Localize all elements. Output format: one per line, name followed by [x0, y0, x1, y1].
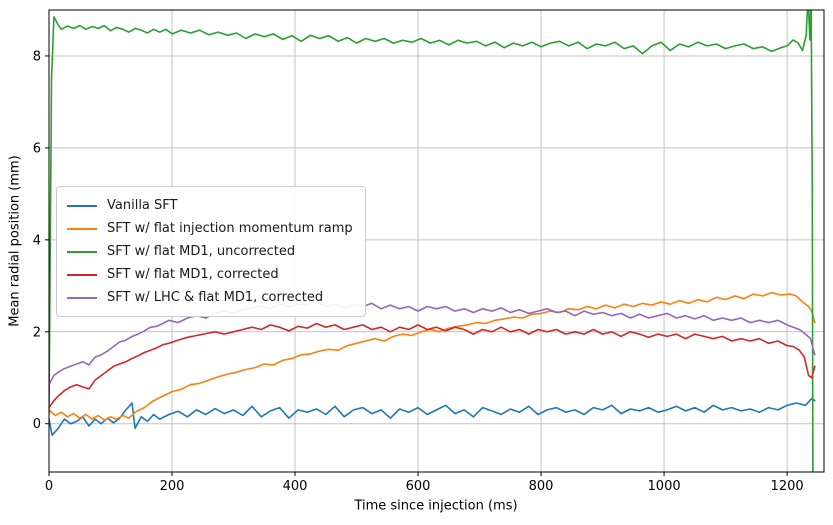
x-tick-label: 1200: [771, 479, 804, 494]
y-tick-label: 0: [33, 417, 41, 432]
x-tick-label: 800: [529, 479, 554, 494]
legend-line-sample: [67, 273, 97, 276]
x-tick-label: 0: [45, 479, 53, 494]
legend-line-sample: [67, 204, 97, 207]
legend-item-sft-lhc-flat-md1-corrected: SFT w/ LHC & flat MD1, corrected: [67, 286, 353, 309]
y-axis-label: Mean radial position (mm): [7, 155, 23, 327]
series-line-sft-flat-md1-uncorrected: [49, 10, 814, 472]
legend-item-sft-flat-injection-momentum-ramp: SFT w/ flat injection momentum ramp: [67, 217, 353, 240]
series-line-vanilla-sft: [49, 397, 816, 437]
legend-item-vanilla-sft: Vanilla SFT: [67, 194, 353, 217]
legend-item-sft-flat-md1-uncorrected: SFT w/ flat MD1, uncorrected: [67, 240, 353, 263]
legend: Vanilla SFT SFT w/ flat injection momentu…: [56, 186, 366, 317]
series-line-sft-flat-injection-momentum-ramp: [49, 291, 816, 421]
y-tick-label: 2: [33, 325, 41, 340]
legend-item-sft-flat-md1-corrected: SFT w/ flat MD1, corrected: [67, 263, 353, 286]
x-axis-label: Time since injection (ms): [354, 498, 518, 514]
x-tick-label: 200: [160, 479, 185, 494]
legend-line-sample: [67, 227, 97, 230]
legend-label: SFT w/ flat MD1, corrected: [107, 267, 279, 282]
y-tick-label: 4: [33, 233, 41, 248]
legend-line-sample: [67, 296, 97, 299]
legend-label: SFT w/ flat MD1, uncorrected: [107, 244, 296, 259]
legend-label: Vanilla SFT: [107, 198, 178, 213]
legend-line-sample: [67, 250, 97, 253]
y-tick-label: 8: [33, 49, 41, 64]
x-tick-label: 600: [406, 479, 431, 494]
legend-label: SFT w/ flat injection momentum ramp: [107, 221, 353, 236]
x-tick-label: 400: [283, 479, 308, 494]
legend-label: SFT w/ LHC & flat MD1, corrected: [107, 290, 324, 305]
y-tick-label: 6: [33, 141, 41, 156]
x-tick-label: 1000: [648, 479, 681, 494]
series-line-sft-lhc-flat-md1-corrected: [49, 301, 816, 386]
series-line-sft-flat-md1-corrected: [49, 322, 816, 409]
axes-spines: [48, 9, 825, 473]
